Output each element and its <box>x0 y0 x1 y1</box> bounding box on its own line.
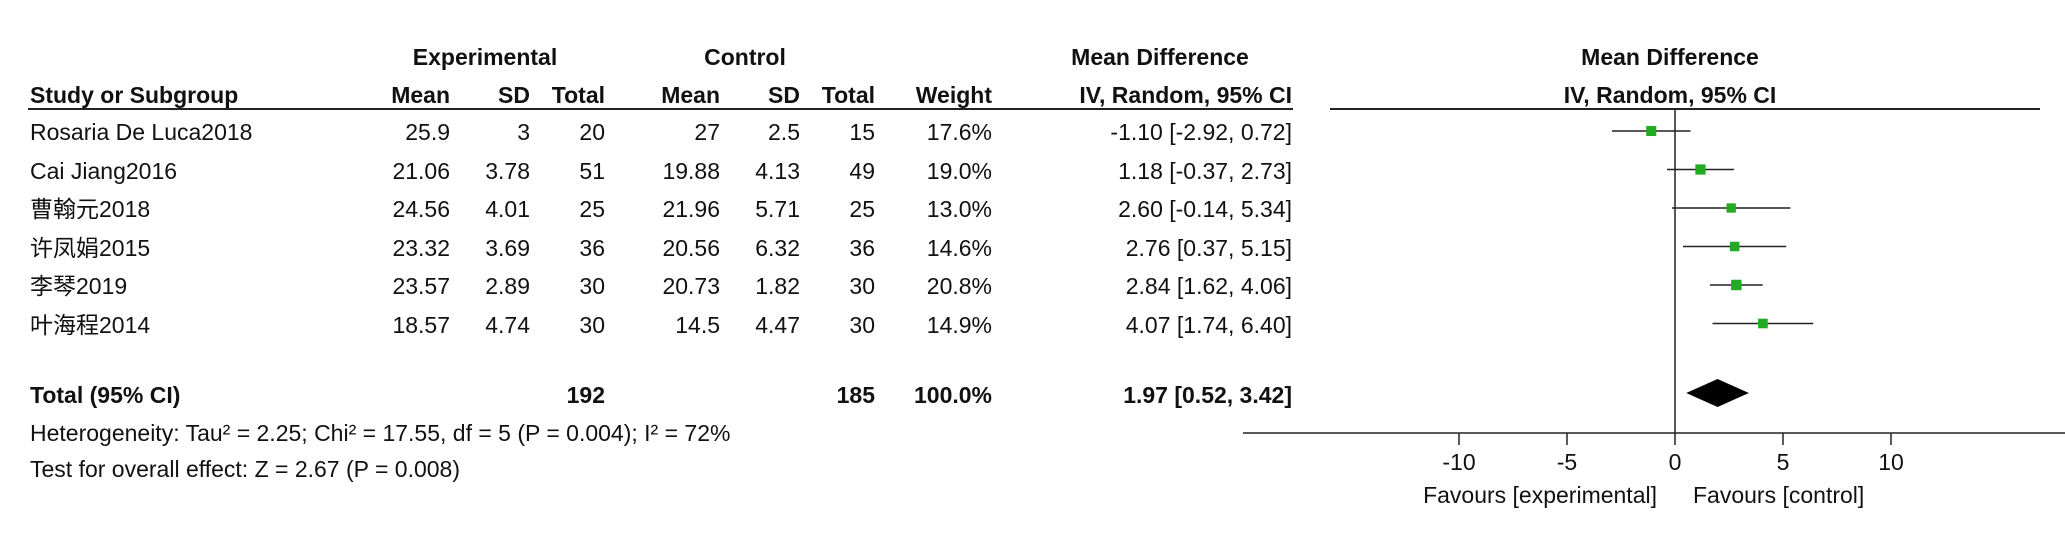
control-total: 49 <box>849 157 875 184</box>
plot-header-underline <box>1330 108 2040 110</box>
study-weight: 14.9% <box>926 311 992 338</box>
experimental-mean: 23.57 <box>392 273 450 299</box>
x-tick-label: 10 <box>1878 449 1904 475</box>
control-group-header: Control <box>704 44 786 70</box>
total-experimental: 192 <box>566 382 605 408</box>
control-total: 25 <box>849 196 875 222</box>
study-point <box>1726 203 1736 213</box>
control-sd: 4.47 <box>755 311 800 338</box>
experimental-sd: 3 <box>517 119 530 145</box>
study-name: 曹翰元2018 <box>30 196 151 222</box>
heterogeneity-text: Heterogeneity: Tau² = 2.25; Chi² = 17.55… <box>30 420 731 446</box>
control-sd: 5.71 <box>755 196 800 222</box>
pooled-diamond <box>1686 379 1749 407</box>
study-weight: 20.8% <box>926 273 992 299</box>
experimental-total: 51 <box>579 157 605 184</box>
study-name: 李琴2019 <box>30 273 128 299</box>
study-point <box>1758 318 1768 329</box>
control-sd: 1.82 <box>755 273 800 299</box>
study-ci: 4.07 [1.74, 6.40] <box>1125 311 1292 338</box>
experimental-total: 36 <box>579 234 605 261</box>
overall-effect-text: Test for overall effect: Z = 2.67 (P = 0… <box>30 456 460 482</box>
experimental-sd: 2.89 <box>485 273 530 299</box>
control-mean: 21.96 <box>662 196 720 222</box>
experimental-mean-header: Mean <box>391 82 450 108</box>
study-name: Rosaria De Luca2018 <box>30 119 253 145</box>
total-control: 185 <box>836 382 875 408</box>
experimental-mean: 21.06 <box>392 157 450 184</box>
experimental-sd: 3.69 <box>485 234 530 261</box>
study-weight: 14.6% <box>926 234 992 261</box>
study-point <box>1729 241 1740 252</box>
experimental-sd: 3.78 <box>485 157 530 184</box>
control-sd: 4.13 <box>755 157 800 184</box>
study-name: 许凤娟2015 <box>30 234 151 261</box>
control-sd: 6.32 <box>755 234 800 261</box>
study-point <box>1731 279 1742 291</box>
study-ci: 1.18 [-0.37, 2.73] <box>1118 157 1292 184</box>
header-underline <box>28 108 1293 110</box>
control-mean: 19.88 <box>662 157 720 184</box>
experimental-total-header: Total <box>551 82 605 108</box>
experimental-mean: 23.32 <box>392 234 450 261</box>
experimental-total: 25 <box>579 196 605 222</box>
control-mean-header: Mean <box>661 82 720 108</box>
favours-experimental-label: Favours [experimental] <box>1423 482 1657 508</box>
study-point <box>1646 125 1657 137</box>
total-weight: 100.0% <box>913 382 992 408</box>
control-total: 15 <box>849 119 875 145</box>
study-name: Cai Jiang2016 <box>30 157 178 184</box>
study-weight: 13.0% <box>926 196 992 222</box>
study-name: 叶海程2014 <box>30 311 151 338</box>
experimental-sd: 4.74 <box>485 311 530 338</box>
iv-random-header: IV, Random, 95% CI <box>1079 82 1292 108</box>
experimental-mean: 25.9 <box>405 119 450 145</box>
total-label: Total (95% CI) <box>30 382 181 408</box>
experimental-total: 30 <box>579 311 605 338</box>
x-tick-label: -5 <box>1557 449 1577 475</box>
control-mean: 20.56 <box>662 234 720 261</box>
experimental-group-header: Experimental <box>412 44 558 70</box>
study-or-subgroup-header: Study or Subgroup <box>30 82 239 108</box>
x-tick-label: 0 <box>1669 449 1682 475</box>
control-total: 30 <box>849 311 875 338</box>
experimental-sd-header: SD <box>498 82 530 108</box>
total-ci: 1.97 [0.52, 3.42] <box>1123 382 1292 408</box>
study-ci: 2.84 [1.62, 4.06] <box>1125 273 1292 299</box>
plot-mean-difference-header: Mean Difference <box>1581 44 1759 70</box>
control-mean: 27 <box>694 119 720 145</box>
favours-control-label: Favours [control] <box>1693 482 1864 508</box>
control-sd: 2.5 <box>768 119 800 145</box>
x-tick-label: -10 <box>1442 449 1475 475</box>
x-tick-label: 5 <box>1777 449 1790 475</box>
study-ci: -1.10 [-2.92, 0.72] <box>1110 119 1292 145</box>
control-total: 30 <box>849 273 875 299</box>
experimental-mean: 24.56 <box>392 196 450 222</box>
plot-iv-random-header: IV, Random, 95% CI <box>1563 82 1777 108</box>
control-total: 36 <box>849 234 875 261</box>
study-ci: 2.60 [-0.14, 5.34] <box>1118 196 1292 222</box>
experimental-sd: 4.01 <box>485 196 530 222</box>
weight-header: Weight <box>915 82 992 108</box>
experimental-mean: 18.57 <box>392 311 450 338</box>
control-mean: 14.5 <box>675 311 720 338</box>
control-sd-header: SD <box>768 82 800 108</box>
experimental-total: 20 <box>579 119 605 145</box>
control-mean: 20.73 <box>662 273 720 299</box>
control-total-header: Total <box>821 82 875 108</box>
experimental-total: 30 <box>579 273 605 299</box>
study-ci: 2.76 [0.37, 5.15] <box>1125 234 1292 261</box>
study-weight: 17.6% <box>926 119 992 145</box>
study-weight: 19.0% <box>926 157 992 184</box>
study-point <box>1695 164 1706 175</box>
mean-difference-header: Mean Difference <box>1071 44 1249 70</box>
